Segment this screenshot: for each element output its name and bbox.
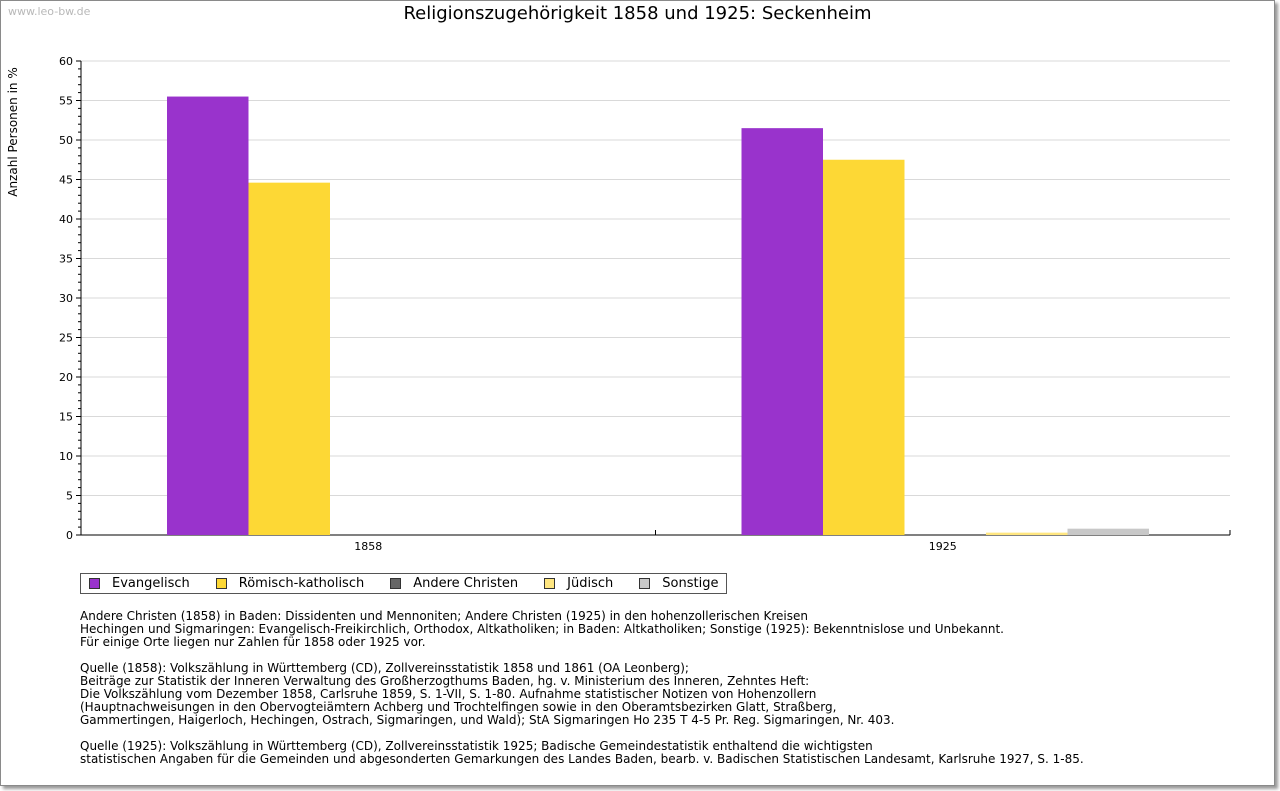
bar-evangelisch-1858 xyxy=(167,96,249,536)
x-tick-label: 1858 xyxy=(354,540,382,553)
legend-label: Evangelisch xyxy=(112,576,190,591)
legend-item: Andere Christen xyxy=(390,576,518,591)
y-tick-label: 55 xyxy=(59,95,73,108)
note-line: Hechingen und Sigmaringen: Evangelisch-F… xyxy=(80,622,1004,636)
y-tick-label: 40 xyxy=(59,213,73,226)
legend-swatch xyxy=(544,578,556,589)
legend-item: Römisch-katholisch xyxy=(215,576,365,591)
note-paragraph: Andere Christen (1858) in Baden: Disside… xyxy=(80,610,1260,649)
note-line: Beiträge zur Statistik der Inneren Verwa… xyxy=(80,674,810,688)
legend-item: Sonstige xyxy=(639,576,718,591)
y-tick-label: 15 xyxy=(59,411,73,424)
note-paragraph: Quelle (1858): Volkszählung in Württembe… xyxy=(80,662,1260,727)
legend-label: Jüdisch xyxy=(567,576,614,591)
bar-sonstige-1925 xyxy=(1067,528,1149,535)
bar-r-misch-katholisch-1925 xyxy=(823,159,905,535)
bar-j-disch-1925 xyxy=(986,532,1068,535)
note-line: Quelle (1858): Volkszählung in Württembe… xyxy=(80,661,689,675)
y-tick-label: 35 xyxy=(59,253,73,266)
note-paragraph: Quelle (1925): Volkszählung in Württembe… xyxy=(80,740,1260,766)
y-tick-label: 0 xyxy=(66,529,73,542)
legend-item: Evangelisch xyxy=(89,576,190,591)
legend-swatch xyxy=(89,578,100,589)
legend-label: Sonstige xyxy=(662,576,719,591)
y-tick-label: 60 xyxy=(59,55,73,68)
legend: Evangelisch Römisch-katholisch Andere Chri… xyxy=(80,573,728,594)
legend-item: Jüdisch xyxy=(544,576,613,591)
bar-chart: 0 5 10 15 20 25 30 35 40 45 50 55 60 1858 1925 xyxy=(59,55,1231,553)
legend-swatch xyxy=(639,578,651,589)
y-tick-label: 30 xyxy=(59,292,73,305)
note-line: Die Volkszählung vom Dezember 1858, Carl… xyxy=(80,687,817,701)
y-tick-label: 5 xyxy=(66,490,73,503)
y-tick-label: 45 xyxy=(59,174,73,187)
x-tick-label: 1925 xyxy=(929,540,957,553)
legend-swatch xyxy=(215,578,227,589)
chart-title: Religionszugehörigkeit 1858 und 1925: Se… xyxy=(403,3,872,24)
note-line: Quelle (1925): Volkszählung in Württembe… xyxy=(80,739,873,753)
note-line: Gammertingen, Haigerloch, Hechingen, Ost… xyxy=(80,713,895,727)
legend-label: Andere Christen xyxy=(413,576,519,591)
note-line: (Hauptnachweisungen in den Obervogteiämt… xyxy=(80,700,837,714)
footnotes: Andere Christen (1858) in Baden: Disside… xyxy=(80,610,1260,779)
note-line: statistischen Angaben für die Gemeinden … xyxy=(80,752,1084,766)
bar-evangelisch-1925 xyxy=(741,128,823,535)
y-tick-label: 25 xyxy=(59,332,73,345)
y-tick-label: 10 xyxy=(59,450,73,463)
y-tick-label: 20 xyxy=(59,371,73,384)
legend-label: Römisch-katholisch xyxy=(238,576,365,591)
bar-r-misch-katholisch-1858 xyxy=(248,182,330,535)
legend-swatch xyxy=(390,578,402,589)
note-line: Für einige Orte liegen nur Zahlen für 18… xyxy=(80,635,426,649)
watermark: www.leo-bw.de xyxy=(8,5,91,18)
y-tick-label: 50 xyxy=(59,134,73,147)
note-line: Andere Christen (1858) in Baden: Disside… xyxy=(80,609,808,623)
